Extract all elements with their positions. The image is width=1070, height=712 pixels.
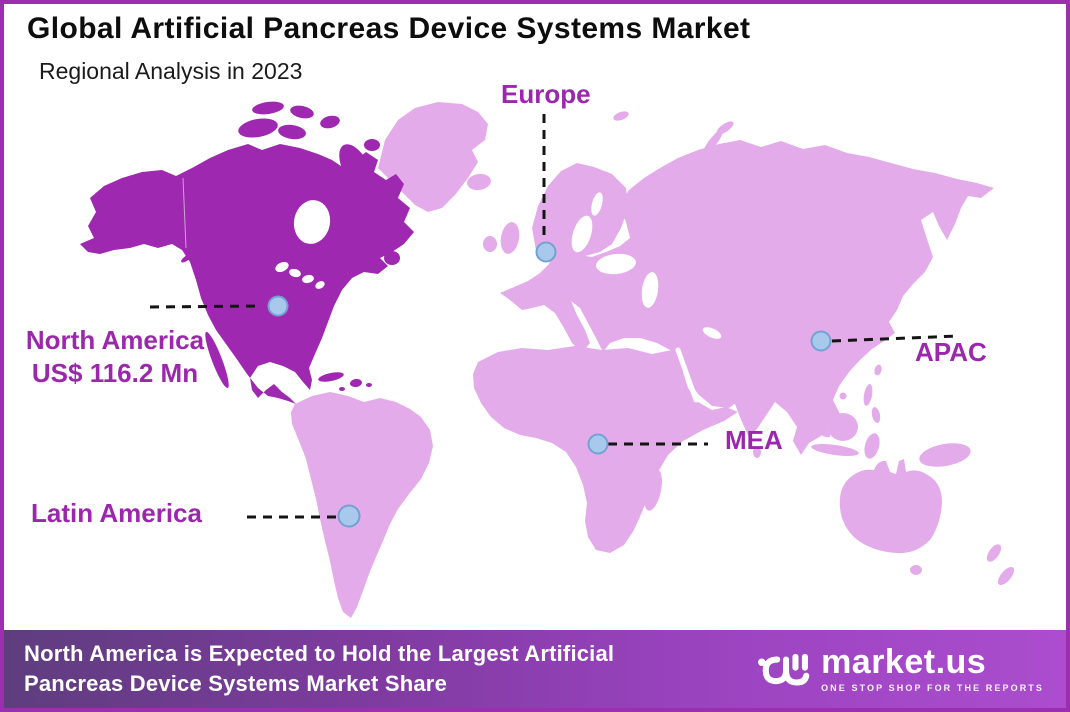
continent-south-america xyxy=(291,392,433,618)
island-southampton xyxy=(323,185,337,195)
region-markers xyxy=(267,241,832,528)
island-madagascar xyxy=(644,469,662,511)
island-hainan xyxy=(839,392,847,400)
black-sea xyxy=(596,253,636,275)
alaska-border-line xyxy=(182,177,187,249)
island-japan-hokkaido xyxy=(887,288,899,308)
sea-cutouts xyxy=(571,192,722,403)
island-sumatra xyxy=(789,396,831,438)
island-philippines-north xyxy=(863,384,873,406)
island-newfoundland xyxy=(384,251,400,265)
island-svalbard xyxy=(613,111,629,121)
page-title: Global Artificial Pancreas Device System… xyxy=(27,12,751,45)
island-ireland xyxy=(483,236,497,252)
baltic-sea xyxy=(571,215,593,253)
mea-marker xyxy=(587,433,609,455)
great-lake-superior xyxy=(275,261,289,273)
island-java xyxy=(811,444,859,456)
region-greenland xyxy=(378,102,488,212)
north-america-sea-cutouts xyxy=(182,177,331,289)
island-ellesmere xyxy=(320,115,340,129)
region-scandinavia xyxy=(532,163,628,257)
island-tasmania xyxy=(910,565,922,575)
island-novaya-zemlya-north xyxy=(716,121,734,135)
marketus-logo: market.us ONE STOP SHOP FOR THE REPORTS xyxy=(757,644,1044,694)
label-latin-america: Latin America xyxy=(31,498,202,528)
marketus-logo-text: market.us ONE STOP SHOP FOR THE REPORTS xyxy=(821,645,1044,693)
page-subtitle: Regional Analysis in 2023 xyxy=(39,58,303,84)
island-hispaniola xyxy=(350,378,362,388)
banner-headline: North America is Expected to Hold the La… xyxy=(4,639,614,699)
red-sea xyxy=(675,347,699,403)
island-jamaica xyxy=(339,387,345,391)
label-apac: APAC xyxy=(915,337,987,367)
peninsula-baja-california xyxy=(205,331,229,389)
island-japan-honshu xyxy=(875,308,889,328)
north-america-marker xyxy=(267,295,289,317)
label-north-america: North America US$ 116.2 Mn xyxy=(16,324,214,390)
logo-brand-name: market.us xyxy=(821,643,987,681)
island-banks xyxy=(238,118,278,138)
label-europe: Europe xyxy=(501,79,591,109)
logo-tagline: ONE STOP SHOP FOR THE REPORTS xyxy=(821,683,1044,693)
gulf-of-bothnia xyxy=(591,192,603,216)
marketus-logo-icon xyxy=(758,653,810,686)
banner-line-2: Pancreas Device Systems Market Share xyxy=(24,671,448,696)
label-mea: MEA xyxy=(725,425,783,455)
island-great-britain xyxy=(500,222,520,254)
great-lake-ontario xyxy=(315,281,325,289)
island-novaya-zemlya xyxy=(703,129,723,155)
europe-marker xyxy=(535,241,557,263)
latin-america-marker xyxy=(337,504,361,528)
apac-marker xyxy=(810,330,832,352)
island-vancouver xyxy=(181,253,193,263)
island-queen-elizabeth-west xyxy=(252,101,284,115)
island-new-zealand-north xyxy=(986,544,1002,562)
island-sicily xyxy=(573,348,583,356)
island-victoria xyxy=(278,124,306,140)
island-puerto-rico xyxy=(366,383,372,387)
island-taiwan xyxy=(874,364,882,376)
continent-north-america xyxy=(80,144,414,404)
great-lake-michigan xyxy=(289,268,301,278)
north-america-name: North America xyxy=(25,325,205,355)
leader-line-apac xyxy=(831,334,959,343)
island-sakhalin xyxy=(911,239,921,275)
island-borneo xyxy=(828,413,858,441)
island-sulawesi xyxy=(864,433,880,459)
leader-lines xyxy=(149,114,959,519)
island-baffin xyxy=(339,144,373,192)
continent-eurasia xyxy=(500,140,994,455)
region-arabia xyxy=(676,326,755,408)
island-iceland xyxy=(467,173,491,191)
highlighted-region xyxy=(80,101,414,404)
caspian-sea xyxy=(641,272,659,308)
north-america-value: US$ 116.2 Mn xyxy=(31,358,199,388)
persian-gulf xyxy=(702,327,722,339)
banner-line-1: North America is Expected to Hold the La… xyxy=(24,641,615,666)
island-new-guinea xyxy=(919,443,971,467)
bottom-banner: North America is Expected to Hold the La… xyxy=(4,630,1066,708)
leader-line-north-america xyxy=(149,304,263,309)
island-cuba xyxy=(318,372,344,382)
island-philippines-south xyxy=(871,407,881,423)
island-baffin-north xyxy=(364,139,380,151)
island-new-zealand-south xyxy=(997,566,1015,586)
island-queen-elizabeth-mid xyxy=(290,105,314,119)
island-sri-lanka xyxy=(753,446,761,458)
hudson-bay xyxy=(293,200,331,244)
great-lake-huron xyxy=(302,274,314,284)
continent-australia xyxy=(839,459,942,554)
